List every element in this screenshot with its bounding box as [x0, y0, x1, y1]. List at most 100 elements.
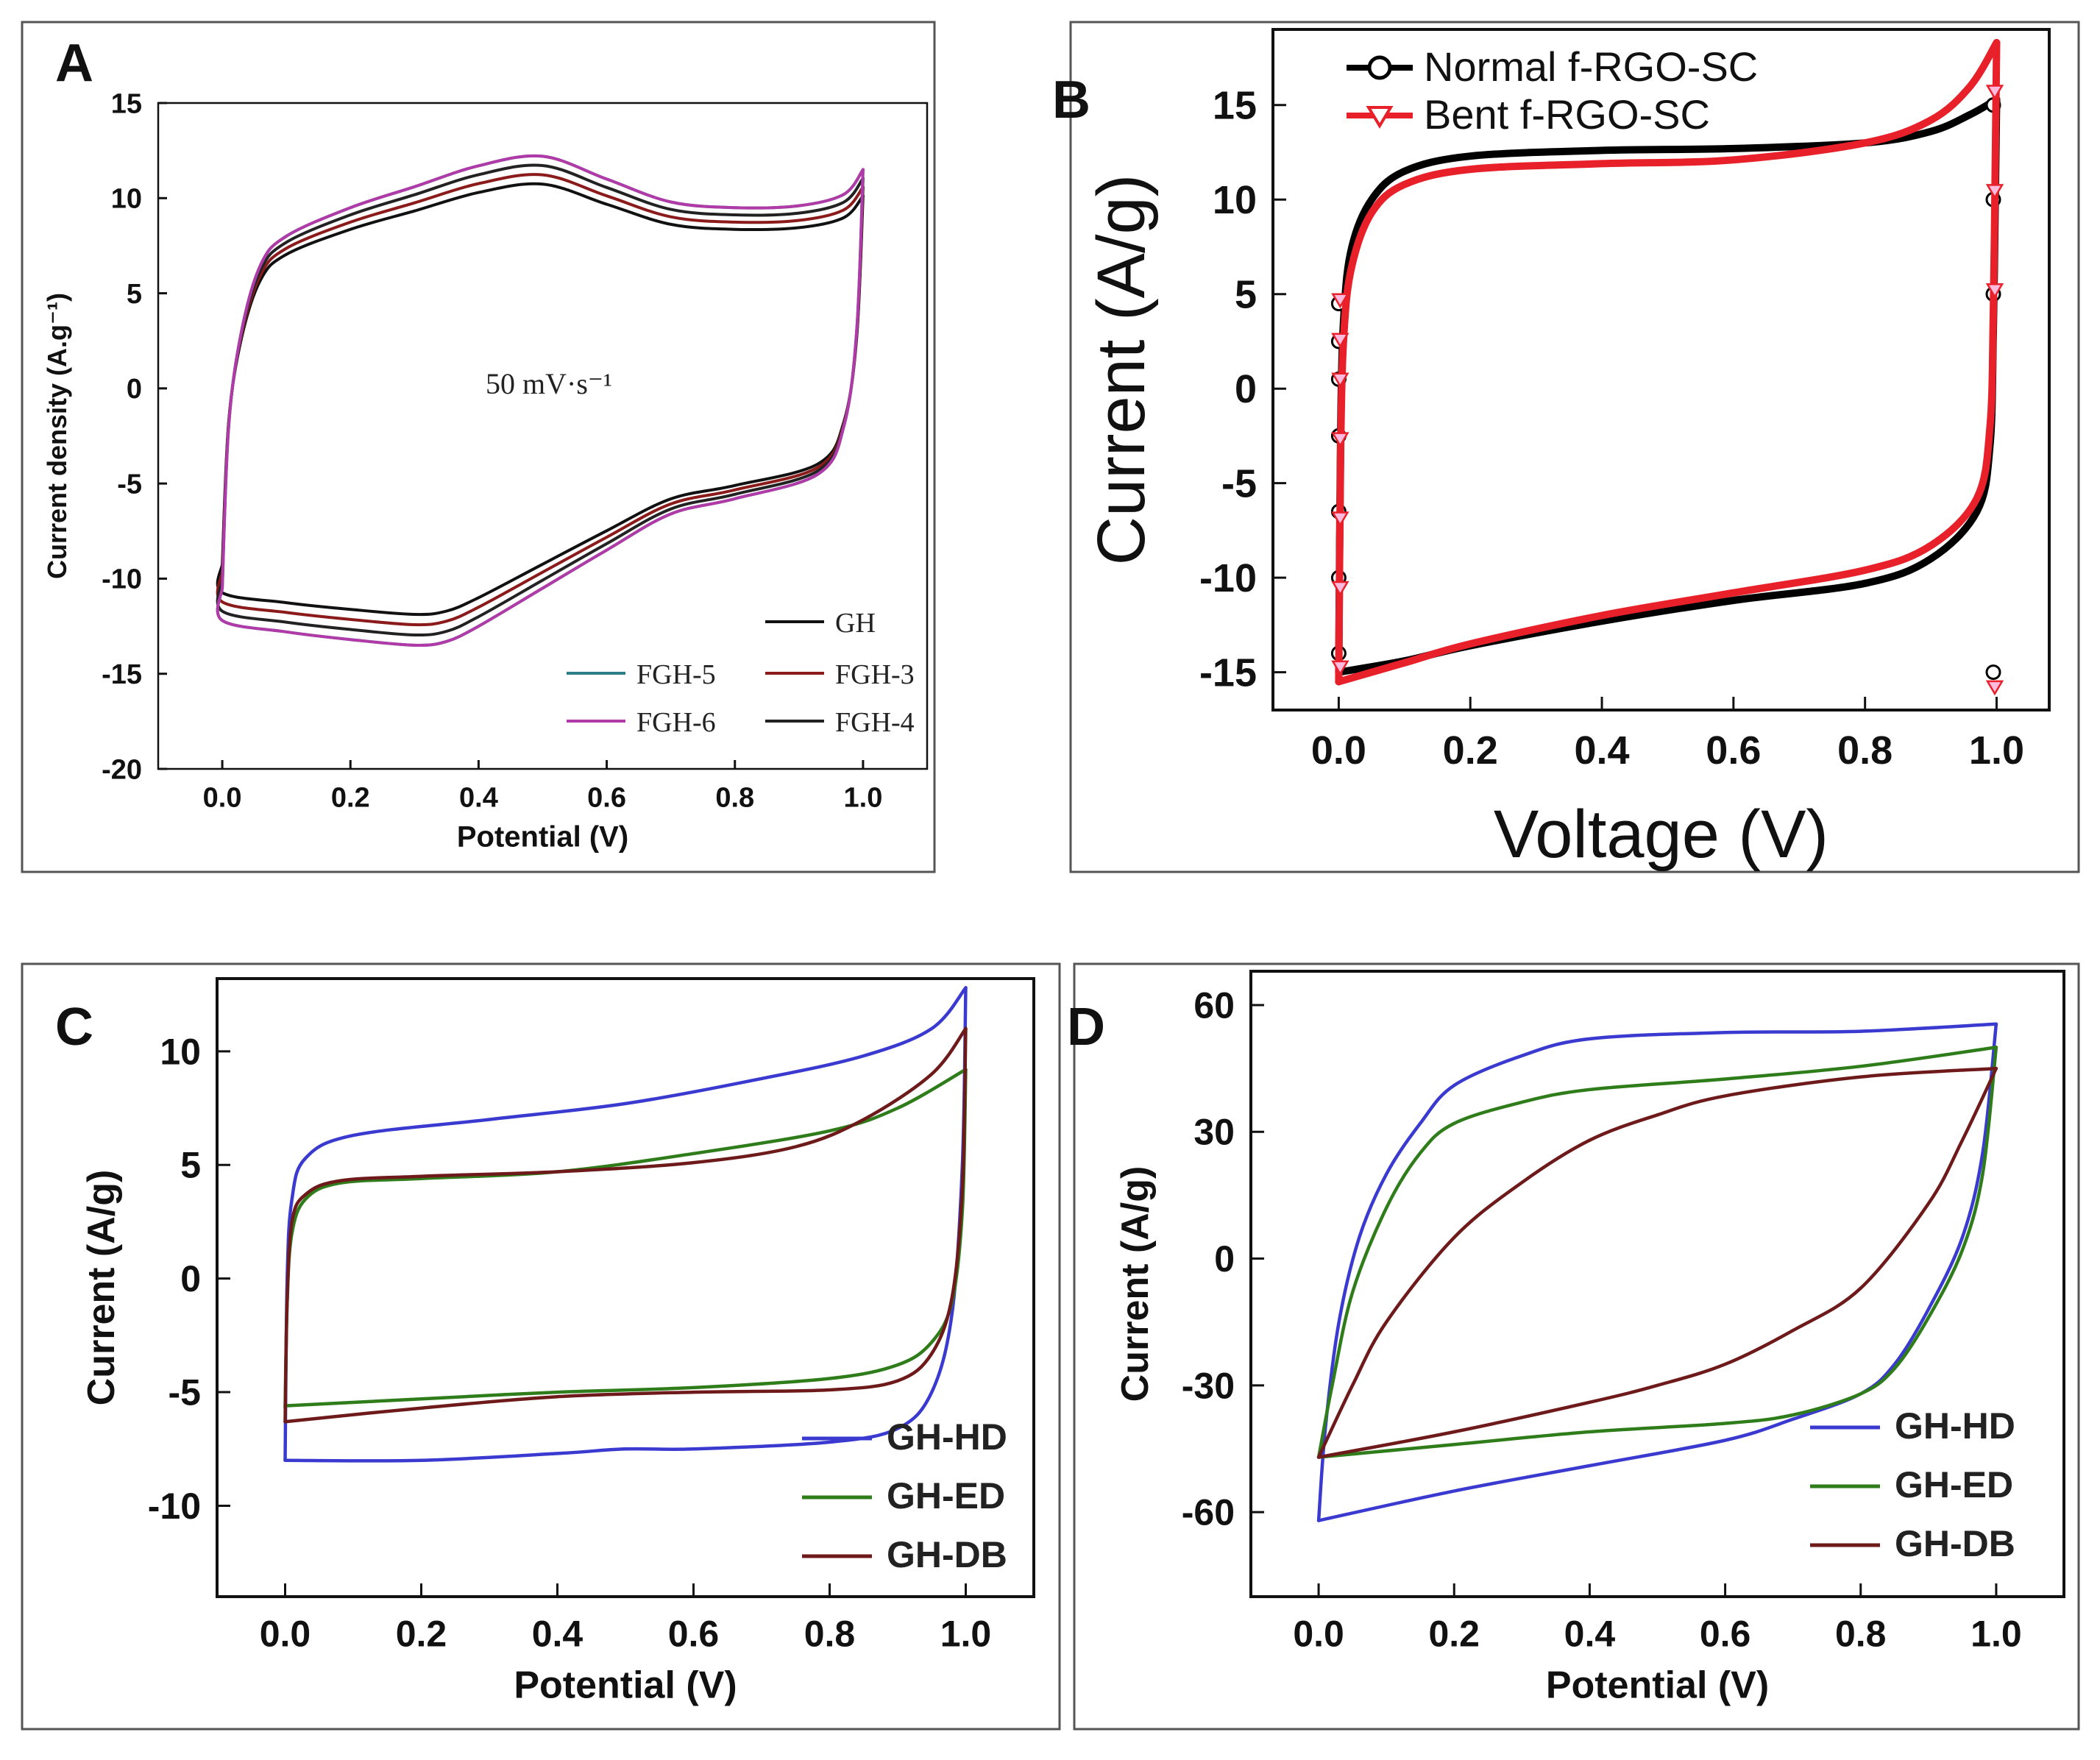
plot-series	[1330, 39, 2004, 696]
marker-triangle	[1331, 660, 1349, 676]
plot-series	[283, 986, 968, 1463]
panel-frame	[21, 962, 1061, 1731]
panel-c: C 0.0 0.2 0.4 0.6 0.8 1.0 -10 -5 0 5 10 Potential (V…	[21, 962, 1061, 1731]
legend-label: GH-DB	[1895, 1523, 2015, 1564]
y-tick-label: 5	[127, 279, 142, 310]
marker-triangle	[1331, 432, 1349, 448]
series-line-fgh-6-forward	[221, 154, 865, 590]
legend-label: GH-DB	[887, 1534, 1007, 1575]
x-tick-label: 0.2	[331, 782, 370, 813]
y-tick-label: 5	[1235, 273, 1257, 317]
x-axis-label: Potential (V)	[457, 820, 628, 853]
x-tick-label: 1.0	[1969, 728, 2024, 773]
x-tick-label: 0.8	[715, 782, 754, 813]
legend-label: FGH-5	[636, 659, 716, 690]
marker-triangle	[1985, 283, 2004, 299]
legend: GH-HD GH-ED GH-DB	[1810, 1405, 2015, 1564]
marker-triangle	[1331, 511, 1349, 528]
x-tick-label: 0.6	[587, 782, 626, 813]
y-tick-label: 10	[1213, 178, 1257, 222]
y-tick-label: 0	[1235, 367, 1257, 411]
y-tick-label: -5	[1221, 462, 1257, 506]
y-tick-label: 0	[180, 1258, 201, 1299]
series-line-fgh-6-reverse	[216, 168, 865, 647]
y-tick-label: -5	[169, 1372, 201, 1413]
y-tick-label: -20	[102, 754, 142, 785]
panel-label: B	[1052, 71, 1090, 129]
series-line-bent-f-rgo-sc-reverse	[1335, 39, 2001, 686]
marker-triangle	[1985, 184, 2004, 199]
x-tick-label: 0.2	[396, 1614, 447, 1655]
panel-d: D 0.0 0.2 0.4 0.6 0.8 1.0 -60 -30 0 30 60 Potential …	[1067, 962, 2080, 1731]
y-tick-label: -5	[117, 469, 142, 500]
y-tick-label: 5	[180, 1145, 201, 1186]
panel-label: C	[55, 998, 93, 1057]
plot-series	[216, 154, 865, 647]
marker-triangle	[1331, 581, 1349, 597]
panel-label: A	[55, 34, 93, 93]
x-tick-label: 0.0	[1293, 1614, 1344, 1655]
series-line-gh-db-forward	[1316, 1066, 1998, 1459]
x-tick-label: 0.6	[1700, 1614, 1751, 1655]
y-tick-label: 60	[1193, 984, 1235, 1026]
y-tick-label: 30	[1193, 1112, 1235, 1153]
marker-triangle	[1331, 293, 1349, 309]
marker-triangle	[1985, 680, 2004, 696]
y-tick-label: -10	[148, 1486, 201, 1527]
x-tick-label: 0.0	[203, 782, 242, 813]
marker-circle	[1985, 664, 2001, 681]
x-tick-label: 0.4	[1574, 728, 1629, 773]
y-tick-label: -10	[1199, 556, 1257, 600]
x-tick-label: 0.4	[532, 1614, 583, 1655]
panel-label: D	[1067, 998, 1105, 1057]
y-tick-label: 10	[111, 184, 142, 215]
legend-label: Bent f-RGO-SC	[1424, 91, 1710, 138]
marker-triangle	[1331, 372, 1349, 388]
x-tick-label: 0.2	[1443, 728, 1498, 773]
x-tick-label: 0.2	[1428, 1614, 1480, 1655]
y-tick-label: 15	[1213, 84, 1257, 128]
x-tick-label: 0.6	[668, 1614, 720, 1655]
y-tick-label: 0	[127, 374, 142, 405]
plot-series	[1316, 1022, 1998, 1522]
panel-a: A 0.0 0.2 0.4 0.6 0.8 1.0 -20 -15 -10 -5 0 5 10 15 Pote…	[21, 21, 936, 873]
y-axis-label: Current (A/g)	[80, 1170, 123, 1406]
y-axis-label: Current (A/g)	[1114, 1166, 1157, 1402]
y-tick-label: -60	[1182, 1492, 1235, 1533]
panel-frame	[1069, 21, 2080, 873]
series-line-gh-ed-reverse	[1316, 1046, 1998, 1459]
legend-label: GH	[835, 608, 876, 639]
y-tick-label: -30	[1182, 1365, 1235, 1406]
legend-label: FGH-6	[636, 707, 716, 738]
x-tick-label: 0.8	[1835, 1614, 1887, 1655]
series-line-gh-db-reverse	[283, 1026, 968, 1424]
x-tick-label: 0.6	[1706, 728, 1761, 773]
legend: GH FGH-5 FGH-3 FGH-6 FGH-4	[567, 608, 915, 738]
legend-marker-circle	[1367, 55, 1392, 80]
x-tick-label: 0.0	[260, 1614, 311, 1655]
panel-frame	[21, 21, 936, 873]
legend-label: FGH-3	[835, 659, 915, 690]
x-tick-label: 1.0	[844, 782, 883, 813]
series-line-gh-hd-forward	[1316, 1022, 1998, 1522]
x-tick-label: 0.8	[1837, 728, 1893, 773]
legend-label: GH-ED	[1895, 1464, 2013, 1505]
x-tick-label: 1.0	[1970, 1614, 2022, 1655]
x-tick-label: 0.8	[804, 1614, 856, 1655]
series-line-gh-db-forward	[283, 1026, 968, 1424]
y-tick-label: -10	[102, 564, 142, 595]
y-axis-label: Current density (A.g⁻¹)	[42, 293, 72, 579]
series-line-gh-db-reverse	[1316, 1066, 1998, 1459]
series-line-gh-ed-forward	[1316, 1046, 1998, 1459]
legend-label: GH-HD	[887, 1416, 1007, 1458]
panel-frame	[1073, 962, 2080, 1731]
x-tick-label: 1.0	[940, 1614, 992, 1655]
scan-rate-annotation: 50 mV·s⁻¹	[486, 367, 612, 400]
x-axis-label: Potential (V)	[1546, 1664, 1769, 1707]
marker-triangle	[1985, 85, 2004, 100]
panel-b: B 0.0 0.2 0.4 0.6 0.8 1.0 -15 -10 -5 0 5 10 15 Voltage…	[1052, 21, 2080, 873]
y-tick-label: 15	[111, 88, 142, 119]
plot-area	[216, 977, 1035, 1598]
legend-label: GH-HD	[1895, 1405, 2015, 1447]
